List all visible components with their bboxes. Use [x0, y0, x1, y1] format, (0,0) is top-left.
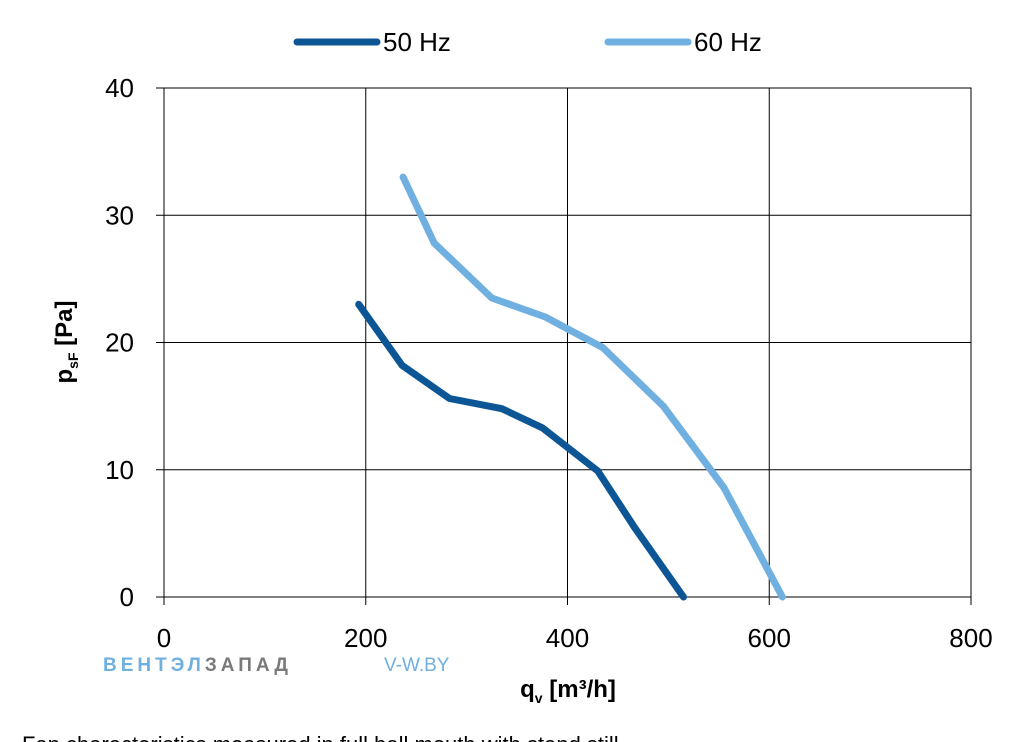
x-tick-labels: 0 200 400 600 800	[157, 623, 993, 653]
x-axis-title: qv [m³/h]	[520, 676, 616, 706]
x-axis-title-main: q	[520, 676, 535, 703]
y-tick-label-10: 10	[105, 455, 134, 485]
series-layer	[355, 173, 786, 601]
x-tick-label-400: 400	[546, 623, 589, 653]
caption: Fan characteristics measured in full bal…	[22, 732, 619, 742]
x-axis-title-sub: v	[535, 690, 543, 706]
y-tick-label-0: 0	[120, 582, 134, 612]
x-tick-label-0: 0	[157, 623, 171, 653]
x-tick-label-800: 800	[949, 623, 992, 653]
y-tick-label-30: 30	[105, 200, 134, 230]
x-axis-title-tail: [m³/h]	[543, 676, 616, 703]
watermark-url: V-W.BY	[384, 655, 450, 676]
x-tick-label-600: 600	[748, 623, 791, 653]
y-axis-title: psF [Pa]	[51, 300, 81, 383]
y-tick-labels: 0 10 20 30 40	[105, 73, 134, 612]
watermark-part-1: ВЕНТЭЛ	[103, 655, 205, 676]
legend-label-2: 60 Hz	[694, 27, 762, 57]
plot-frame	[156, 87, 972, 605]
legend: 50 Hz 60 Hz	[293, 27, 762, 57]
y-tick-label-40: 40	[105, 73, 134, 103]
y-tick-label-20: 20	[105, 328, 134, 358]
legend-label-1: 50 Hz	[383, 27, 451, 57]
grid-lines	[164, 88, 971, 597]
y-axis-title-tail: [Pa]	[51, 300, 78, 352]
y-axis-title-sub: sF	[65, 352, 81, 369]
watermark: ВЕНТЭЛЗАПАД	[103, 655, 292, 676]
watermark-part-2: ЗАПАД	[205, 655, 292, 676]
series-line-2	[399, 173, 786, 601]
series-line-1	[355, 300, 687, 601]
y-axis-title-main: p	[51, 369, 78, 384]
x-tick-label-200: 200	[344, 623, 387, 653]
